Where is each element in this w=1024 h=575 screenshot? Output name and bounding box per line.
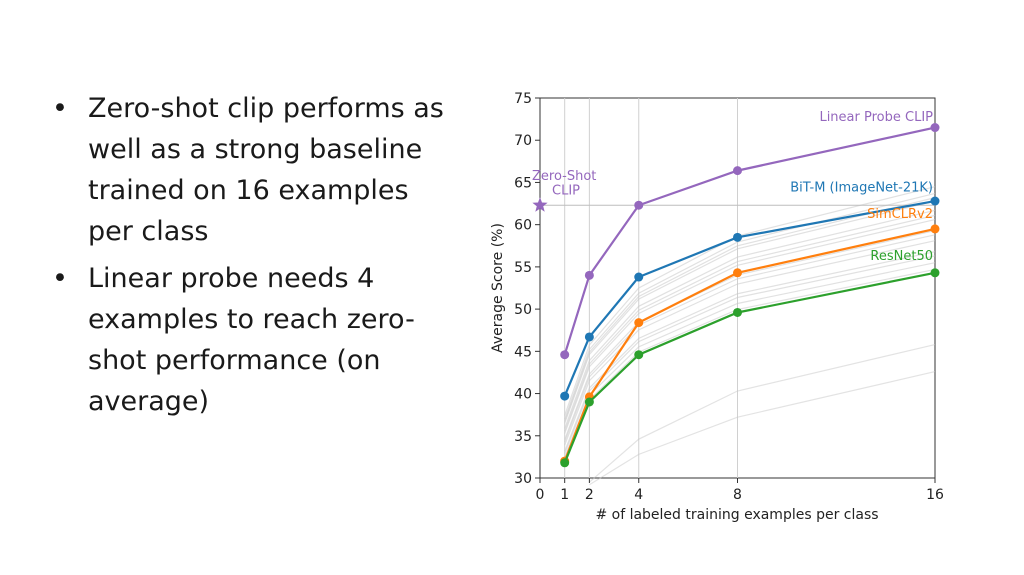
bullet-list: • Zero-shot clip performs as well as a s…	[52, 88, 462, 428]
zero-shot-label-line-1: Zero-Shot	[532, 169, 596, 184]
point-bit-m-imagenet-21k-8	[733, 232, 742, 242]
point-resnet50-16	[930, 268, 940, 278]
background-curve-11	[564, 255, 936, 454]
zero-shot-star-marker	[532, 197, 548, 212]
bullet-item-2: • Linear probe needs 4 examples to reach…	[52, 258, 462, 422]
point-resnet50-1	[560, 458, 570, 468]
background-curve-6	[564, 209, 936, 429]
y-tick-label-30: 30	[514, 471, 532, 487]
y-axis-label: Average Score (%)	[490, 223, 506, 353]
point-simclrv2-16	[930, 224, 940, 234]
point-bit-m-imagenet-21k-1	[560, 391, 570, 401]
point-bit-m-imagenet-21k-16	[930, 196, 940, 206]
y-tick-label-65: 65	[514, 175, 532, 191]
y-tick-label-60: 60	[514, 218, 532, 234]
background-curve-3	[564, 240, 936, 446]
bullet-dot: •	[52, 93, 68, 124]
point-resnet50-8	[733, 307, 742, 317]
y-tick-label-50: 50	[514, 302, 532, 318]
point-linear-probe-clip-2	[584, 270, 594, 280]
point-linear-probe-clip-1	[560, 350, 570, 360]
y-tick-label-35: 35	[514, 429, 532, 445]
y-tick-label-40: 40	[514, 387, 532, 403]
x-tick-label-16: 16	[926, 487, 944, 503]
series-label-simclrv2: SimCLRv2	[867, 207, 933, 222]
x-tick-label-0: 0	[536, 487, 545, 503]
bullet-dot: •	[52, 263, 68, 294]
bullet-item-1: • Zero-shot clip performs as well as a s…	[52, 88, 462, 252]
background-curve-low-2	[589, 371, 936, 486]
x-tick-label-4: 4	[634, 487, 643, 503]
point-linear-probe-clip-16	[930, 123, 940, 133]
background-curve-7	[564, 200, 936, 424]
background-curve-14	[564, 197, 936, 422]
point-bit-m-imagenet-21k-4	[634, 272, 644, 282]
background-curve-5	[564, 219, 936, 434]
point-linear-probe-clip-4	[634, 200, 644, 210]
background-curve-13	[564, 214, 936, 432]
x-tick-label-2: 2	[585, 487, 594, 503]
bullet-text-2: Linear probe needs 4 examples to reach z…	[88, 263, 415, 417]
y-tick-label-70: 70	[514, 133, 532, 149]
y-tick-label-45: 45	[514, 344, 532, 360]
background-curve-low-1	[588, 343, 936, 483]
point-simclrv2-4	[634, 318, 644, 328]
point-resnet50-4	[634, 350, 644, 360]
series-label-bit-m-imagenet-21k: BiT-M (ImageNet-21K)	[790, 181, 933, 196]
point-resnet50-2	[584, 397, 594, 407]
y-tick-label-75: 75	[514, 91, 532, 107]
background-curve-2	[564, 251, 936, 452]
point-simclrv2-8	[733, 268, 742, 278]
series-label-linear-probe-clip: Linear Probe CLIP	[819, 110, 933, 125]
x-axis-label: # of labeled training examples per class	[595, 507, 878, 523]
series-labels: Linear Probe CLIP BiT-M (ImageNet-21K) Sim…	[790, 110, 933, 264]
axes: 0 1 2 4 8 16 30 35 40 45 50 55 60 65 70 75	[514, 91, 944, 503]
y-tick-label-55: 55	[514, 260, 532, 276]
background-curve-9	[564, 186, 936, 416]
series-label-resnet50: ResNet50	[870, 249, 933, 264]
point-bit-m-imagenet-21k-2	[584, 332, 594, 342]
bullet-text-1: Zero-shot clip performs as well as a str…	[88, 93, 444, 247]
x-tick-label-8: 8	[733, 487, 742, 503]
series-lines	[560, 123, 940, 468]
point-linear-probe-clip-8	[733, 166, 742, 176]
zero-shot-label-line-2: CLIP	[552, 183, 580, 198]
x-tick-label-1: 1	[560, 487, 569, 503]
